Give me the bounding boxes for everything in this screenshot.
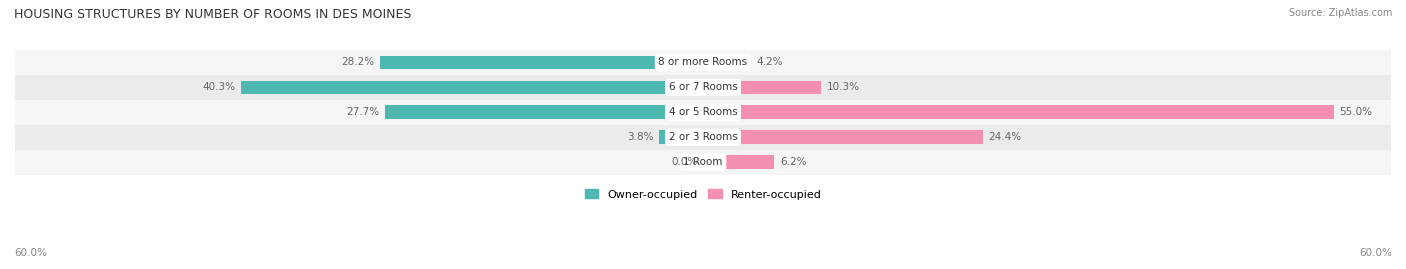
Text: 28.2%: 28.2% (340, 58, 374, 68)
Text: 27.7%: 27.7% (346, 107, 380, 117)
Bar (15, 150, 1391, 175)
Text: 3.8%: 3.8% (627, 132, 654, 142)
Bar (703, 130, 983, 144)
Text: 4 or 5 Rooms: 4 or 5 Rooms (669, 107, 737, 117)
Bar (385, 105, 703, 119)
Text: HOUSING STRUCTURES BY NUMBER OF ROOMS IN DES MOINES: HOUSING STRUCTURES BY NUMBER OF ROOMS IN… (14, 8, 412, 21)
Bar (15, 50, 1391, 75)
Bar (703, 56, 751, 69)
Text: 60.0%: 60.0% (14, 248, 46, 258)
Text: 6 or 7 Rooms: 6 or 7 Rooms (669, 82, 737, 92)
Bar (380, 56, 703, 69)
Text: 55.0%: 55.0% (1340, 107, 1372, 117)
Legend: Owner-occupied, Renter-occupied: Owner-occupied, Renter-occupied (581, 185, 825, 204)
Bar (659, 130, 703, 144)
Bar (703, 80, 821, 94)
Text: Source: ZipAtlas.com: Source: ZipAtlas.com (1288, 8, 1392, 18)
Text: 0.0%: 0.0% (671, 157, 697, 167)
Text: 6.2%: 6.2% (780, 157, 806, 167)
Text: 8 or more Rooms: 8 or more Rooms (658, 58, 748, 68)
Text: 40.3%: 40.3% (202, 82, 235, 92)
Bar (15, 100, 1391, 125)
Text: 10.3%: 10.3% (827, 82, 860, 92)
Text: 4.2%: 4.2% (756, 58, 783, 68)
Bar (703, 155, 775, 169)
Bar (15, 75, 1391, 100)
Text: 60.0%: 60.0% (1360, 248, 1392, 258)
Bar (703, 105, 1334, 119)
Text: 1 Room: 1 Room (683, 157, 723, 167)
Text: 24.4%: 24.4% (988, 132, 1022, 142)
Text: 2 or 3 Rooms: 2 or 3 Rooms (669, 132, 737, 142)
Bar (240, 80, 703, 94)
Bar (15, 125, 1391, 150)
